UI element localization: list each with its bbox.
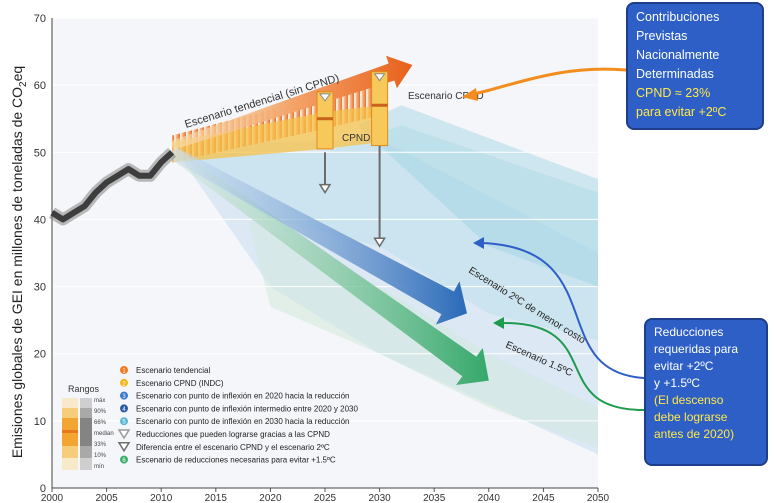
legend-marker-number: 2 [122, 381, 126, 387]
legend-marker-number: 5 [122, 420, 126, 426]
legend-label: Escenario CPND (INDC) [136, 379, 224, 388]
orange-connector-arrow [469, 67, 627, 97]
callout-bottom-line: requeridas para [654, 342, 739, 356]
callout-top-line: Previstas [636, 29, 688, 43]
blue-connector-arrowhead [473, 237, 484, 249]
cpnd-reduction-marker [319, 93, 331, 102]
legend-range-label: 10% [94, 453, 107, 459]
x-tick-label: 2025 [314, 493, 337, 503]
x-tick-label: 2000 [41, 493, 64, 503]
legend-range-label: máx [94, 398, 105, 404]
legend-label: Escenario con punto de inflexión en 2030… [136, 417, 349, 426]
y-tick-label: 0 [40, 483, 46, 495]
chart-marks [48, 55, 489, 385]
y-tick-label: 20 [34, 349, 46, 361]
callout-top-highlight: CPND ≈ 23% [636, 86, 711, 100]
cpnd-reduction-marker [373, 73, 386, 82]
legend-marker [120, 455, 128, 464]
x-tick-label: 2035 [423, 493, 446, 503]
cpnd-range-bar [371, 71, 389, 147]
y-tick-label: 40 [34, 214, 46, 226]
arrow-escenario-tendencial [170, 55, 413, 150]
legend-range-label: 90% [94, 409, 107, 415]
callout-top-line: Nacionalmente [636, 48, 720, 62]
legend-marker [120, 378, 128, 387]
legend-marker-number: 6 [122, 458, 126, 464]
x-tick-label: 2030 [368, 493, 391, 503]
legend-marker [120, 404, 128, 413]
callout-top-line: Contribuciones [636, 10, 720, 24]
green-connector-arrowhead [493, 317, 504, 329]
callout-connectors [462, 67, 645, 411]
callout-bottom-line: Reducciones [654, 325, 724, 339]
callout-bottom-highlight: debe lograrse [654, 410, 728, 424]
legend-label: Reducciones que pueden lograrse gracias … [136, 430, 330, 439]
legend-range-label: median [94, 431, 114, 437]
callout-bottom-line: evitar +2ºC [654, 359, 714, 373]
scenario-range-fan [357, 105, 598, 287]
legend-title: Rangos [68, 384, 100, 394]
legend-item: 6 Escenario de reducciones necesarias par… [120, 455, 336, 465]
legend-items: 1 Escenario tendencial 2 Escenario CPND (IN… [117, 366, 358, 465]
legend-item: 1 Escenario tendencial [120, 366, 210, 375]
cpnd-range-bar [316, 91, 334, 150]
legend-range-labels: máx 90% 66% median 33% 10% mín [94, 398, 114, 470]
legend-item: Diferencia entre el escenario CPND y el … [117, 442, 330, 453]
legend-triangle-marker [117, 442, 131, 453]
legend-marker-number: 3 [122, 394, 126, 400]
historical-emissions-line [50, 150, 175, 223]
legend-marker [120, 417, 128, 426]
x-tick-label: 2005 [95, 493, 118, 503]
legend-label: Diferencia entre el escenario CPND y el … [136, 443, 330, 452]
y-tick-label: 30 [34, 282, 46, 294]
x-tick-label: 2020 [259, 493, 282, 503]
x-tick-label: 2050 [587, 493, 610, 503]
x-tick-label: 2045 [532, 493, 555, 503]
x-tick-label: 2015 [205, 493, 228, 503]
orange-connector-arrowhead [462, 88, 478, 101]
legend-marker-number: 1 [122, 369, 126, 375]
green-connector-arrow [501, 321, 645, 411]
legend-item: 3 Escenario con punto de inflexión en 202… [120, 391, 349, 401]
arrow-escenario-2c [169, 146, 467, 325]
x-tick-label: 2040 [478, 493, 501, 503]
callout-bottom-highlight: antes de 2020) [654, 427, 735, 441]
legend-label: Escenario con punto de inflexión en 2020… [136, 392, 349, 401]
callout-bottom-highlight: (El descenso [654, 393, 724, 407]
legend-range-label: 33% [94, 442, 107, 448]
x-tick-label: 2010 [150, 493, 173, 503]
legend-item: 2 Escenario CPND (INDC) [120, 378, 224, 388]
y-axis-label: Emisiones globales de GEI en millones de… [9, 66, 29, 458]
legend-range-label: mín [94, 464, 104, 470]
legend-range-swatch [62, 398, 92, 470]
callout-cpnd-contributions: Contribuciones Previstas Nacionalmente D… [626, 2, 764, 130]
blue-connector-arrow [481, 242, 645, 379]
legend-marker-number: 4 [122, 407, 126, 413]
callout-bottom-line: y +1.5ºC [654, 376, 701, 390]
callout-top-highlight: para evitar +2ºC [636, 105, 727, 119]
label-cpnd: CPND [342, 133, 370, 144]
arrow-escenario-15c [168, 147, 489, 385]
y-tick-label: 60 [34, 80, 46, 92]
y-tick-label: 50 [34, 147, 46, 159]
callout-required-reductions: Reducciones requeridas para evitar +2ºC … [644, 318, 768, 466]
legend-marker [120, 366, 128, 374]
callout-top-line: Determinadas [636, 67, 714, 81]
y-tick-label: 70 [34, 13, 46, 25]
legend: Rangos máx 90% 66% median 33% 10% mín 1 Escenar… [62, 366, 358, 470]
legend-range-label: 66% [94, 420, 107, 426]
gap-arrow-head [373, 237, 386, 248]
legend-label: Escenario con punto de inflexión interme… [136, 404, 358, 413]
legend-triangle-marker [117, 429, 131, 440]
legend-item: 4 Escenario con punto de inflexión interm… [120, 404, 358, 413]
y-tick-label: 10 [34, 416, 46, 428]
legend-marker [120, 391, 128, 400]
legend-label: Escenario tendencial [136, 366, 210, 375]
legend-item: Reducciones que pueden lograrse gracias … [117, 429, 330, 440]
legend-item: 5 Escenario con punto de inflexión en 203… [120, 417, 349, 426]
legend-label: Escenario de reducciones necesarias para… [136, 456, 336, 465]
label-escenario-cpnd: Escenario CPND [408, 91, 484, 102]
gap-arrow-head [318, 183, 332, 194]
